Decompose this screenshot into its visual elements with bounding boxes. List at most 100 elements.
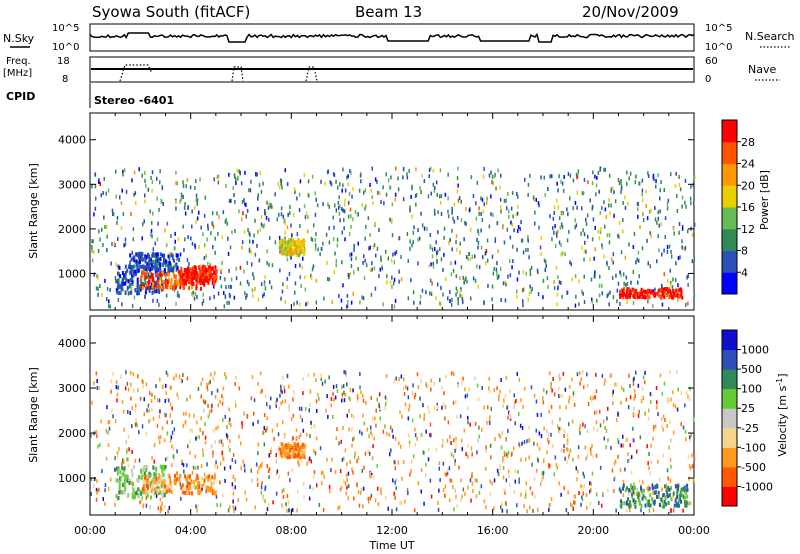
data-cell <box>641 246 644 251</box>
feature-cell <box>117 272 120 277</box>
feature-cell <box>185 273 188 278</box>
feature-cell <box>626 295 629 300</box>
data-cell <box>435 447 438 452</box>
data-cell <box>335 179 337 184</box>
data-cell <box>135 403 137 408</box>
data-cell <box>601 283 603 288</box>
data-cell <box>522 250 525 255</box>
data-cell <box>678 222 681 226</box>
feature-cell <box>622 293 625 297</box>
data-cell <box>472 276 475 281</box>
data-cell <box>556 302 558 307</box>
data-cell <box>461 438 463 443</box>
feature-cell <box>199 286 202 291</box>
data-cell <box>253 411 255 416</box>
data-cell <box>345 473 348 478</box>
data-cell <box>604 167 606 172</box>
data-cell <box>516 372 518 377</box>
data-cell <box>589 198 591 203</box>
data-cell <box>219 275 222 280</box>
data-cell <box>175 206 177 211</box>
noise-panel <box>89 23 695 52</box>
data-cell <box>146 408 148 413</box>
feature-cell <box>642 494 645 499</box>
data-cell <box>506 206 508 211</box>
data-cell <box>452 372 455 377</box>
data-cell <box>543 459 545 464</box>
data-cell <box>566 238 569 243</box>
feature-cell <box>152 278 155 283</box>
data-cell <box>520 220 522 225</box>
data-cell <box>311 237 314 242</box>
data-cell <box>327 414 329 419</box>
data-cell <box>637 280 639 285</box>
data-cell <box>190 236 192 241</box>
data-cell <box>447 172 449 177</box>
data-cell <box>110 389 112 394</box>
data-cell <box>566 440 568 445</box>
data-cell <box>390 175 392 180</box>
feature-cell <box>621 501 624 506</box>
data-cell <box>520 238 523 243</box>
data-cell <box>129 260 131 265</box>
data-cell <box>411 243 413 248</box>
feature-cell <box>168 473 171 478</box>
data-cell <box>599 409 601 414</box>
data-cell <box>248 282 250 287</box>
data-cell <box>566 446 568 451</box>
data-cell <box>579 431 581 435</box>
data-cell <box>348 232 351 237</box>
feature-cell <box>634 504 637 509</box>
data-cell <box>591 398 593 403</box>
data-cell <box>421 173 423 178</box>
data-cell <box>649 471 651 476</box>
data-cell <box>114 502 116 507</box>
data-cell <box>98 180 100 184</box>
data-cell <box>600 503 603 508</box>
feature-cell <box>634 288 637 293</box>
data-cell <box>604 224 606 229</box>
data-cell <box>650 460 653 465</box>
data-cell <box>291 507 294 512</box>
data-cell <box>235 403 237 408</box>
data-cell <box>436 192 438 197</box>
feature-cell <box>144 275 147 280</box>
data-cell <box>632 269 635 274</box>
feature-cell <box>162 489 165 494</box>
data-cell <box>391 428 394 433</box>
data-cell <box>125 189 128 194</box>
data-cell <box>124 386 127 391</box>
feature-cell <box>213 481 215 486</box>
data-cell <box>419 294 422 299</box>
data-cell <box>395 486 397 491</box>
data-cell <box>633 376 635 381</box>
data-cell <box>611 186 614 191</box>
freq-right-tick-bottom: 0 <box>705 74 711 85</box>
data-cell <box>447 296 449 301</box>
data-cell <box>574 200 577 205</box>
data-cell <box>457 166 459 171</box>
feature-cell <box>172 258 175 263</box>
feature-cell <box>301 445 304 450</box>
data-cell <box>165 243 168 248</box>
data-cell <box>500 378 502 383</box>
data-cell <box>252 239 254 244</box>
data-cell <box>170 385 172 390</box>
data-cell <box>547 432 550 437</box>
data-cell <box>605 214 608 219</box>
data-cell <box>576 175 578 180</box>
feature-cell <box>117 281 120 286</box>
data-cell <box>455 286 458 291</box>
data-cell <box>523 287 525 292</box>
data-cell <box>185 184 187 189</box>
data-cell <box>173 265 175 270</box>
data-cell <box>178 294 180 299</box>
data-cell <box>307 215 309 219</box>
data-cell <box>690 500 692 505</box>
data-cell <box>195 198 198 203</box>
feature-cell <box>201 266 204 271</box>
feature-cell <box>640 289 643 294</box>
feature-cell <box>211 281 214 286</box>
feature-cell <box>182 272 185 277</box>
data-cell <box>624 195 626 200</box>
